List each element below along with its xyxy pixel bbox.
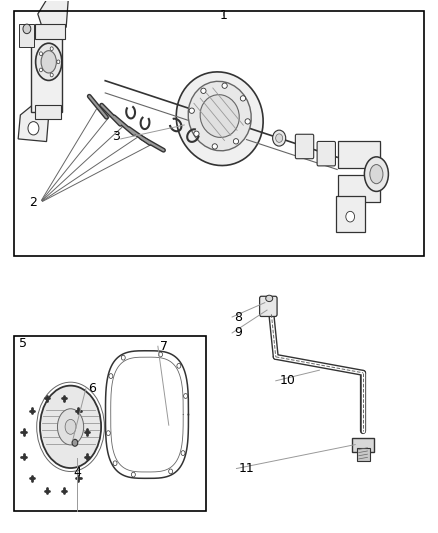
Bar xyxy=(14,336,206,511)
Ellipse shape xyxy=(194,131,199,136)
Ellipse shape xyxy=(57,409,84,445)
FancyBboxPatch shape xyxy=(338,141,380,168)
Ellipse shape xyxy=(181,451,185,455)
Ellipse shape xyxy=(272,130,286,146)
Ellipse shape xyxy=(364,157,389,191)
Ellipse shape xyxy=(113,461,117,466)
Ellipse shape xyxy=(169,469,173,474)
FancyBboxPatch shape xyxy=(19,23,34,47)
Ellipse shape xyxy=(41,51,57,73)
Polygon shape xyxy=(38,0,68,27)
Ellipse shape xyxy=(35,43,62,80)
Ellipse shape xyxy=(370,165,383,184)
Text: 2: 2 xyxy=(29,196,37,209)
Text: 11: 11 xyxy=(239,462,254,475)
Ellipse shape xyxy=(188,82,251,151)
FancyBboxPatch shape xyxy=(317,141,336,166)
Text: 5: 5 xyxy=(18,337,27,350)
Ellipse shape xyxy=(50,47,53,51)
Ellipse shape xyxy=(28,122,39,135)
Ellipse shape xyxy=(40,386,101,468)
FancyBboxPatch shape xyxy=(35,105,60,119)
Text: 7: 7 xyxy=(160,340,168,353)
FancyBboxPatch shape xyxy=(357,448,370,461)
FancyBboxPatch shape xyxy=(260,296,277,317)
Ellipse shape xyxy=(189,108,194,114)
Text: 1: 1 xyxy=(219,9,227,22)
Text: 10: 10 xyxy=(280,374,296,387)
FancyBboxPatch shape xyxy=(352,438,374,451)
Ellipse shape xyxy=(72,439,78,446)
Ellipse shape xyxy=(177,364,181,368)
Text: 3: 3 xyxy=(113,130,120,143)
FancyBboxPatch shape xyxy=(35,23,65,39)
Ellipse shape xyxy=(57,60,60,63)
Ellipse shape xyxy=(222,83,227,88)
FancyBboxPatch shape xyxy=(31,33,62,112)
Ellipse shape xyxy=(50,73,53,77)
Ellipse shape xyxy=(176,72,263,166)
Ellipse shape xyxy=(240,96,246,101)
Ellipse shape xyxy=(201,88,206,93)
Ellipse shape xyxy=(200,95,239,138)
FancyBboxPatch shape xyxy=(338,175,380,203)
Text: 6: 6 xyxy=(88,382,96,395)
FancyBboxPatch shape xyxy=(295,134,314,159)
Ellipse shape xyxy=(233,139,239,144)
Ellipse shape xyxy=(184,393,187,398)
Ellipse shape xyxy=(245,119,250,124)
Text: 9: 9 xyxy=(234,326,242,340)
Ellipse shape xyxy=(121,356,125,360)
FancyBboxPatch shape xyxy=(366,143,380,200)
Ellipse shape xyxy=(276,134,283,142)
Ellipse shape xyxy=(131,472,135,477)
Ellipse shape xyxy=(212,144,217,149)
Ellipse shape xyxy=(39,68,42,72)
Ellipse shape xyxy=(159,352,162,357)
Ellipse shape xyxy=(109,374,113,378)
Text: 8: 8 xyxy=(234,311,242,324)
Ellipse shape xyxy=(39,52,42,55)
Text: 4: 4 xyxy=(73,466,81,479)
FancyBboxPatch shape xyxy=(336,197,364,231)
Ellipse shape xyxy=(106,431,110,435)
Ellipse shape xyxy=(266,295,273,302)
Polygon shape xyxy=(18,104,49,142)
Bar xyxy=(14,11,424,256)
Ellipse shape xyxy=(65,419,76,434)
Ellipse shape xyxy=(23,24,31,34)
Ellipse shape xyxy=(346,212,355,222)
